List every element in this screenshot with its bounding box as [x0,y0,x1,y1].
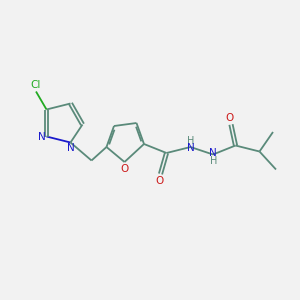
Text: O: O [120,164,129,174]
Text: N: N [187,143,194,153]
Text: O: O [225,113,234,123]
Text: N: N [67,143,74,153]
Text: N: N [38,131,45,142]
Text: O: O [155,176,163,186]
Text: N: N [209,148,217,158]
Text: H: H [210,155,217,166]
Text: H: H [187,136,194,146]
Text: Cl: Cl [31,80,41,90]
